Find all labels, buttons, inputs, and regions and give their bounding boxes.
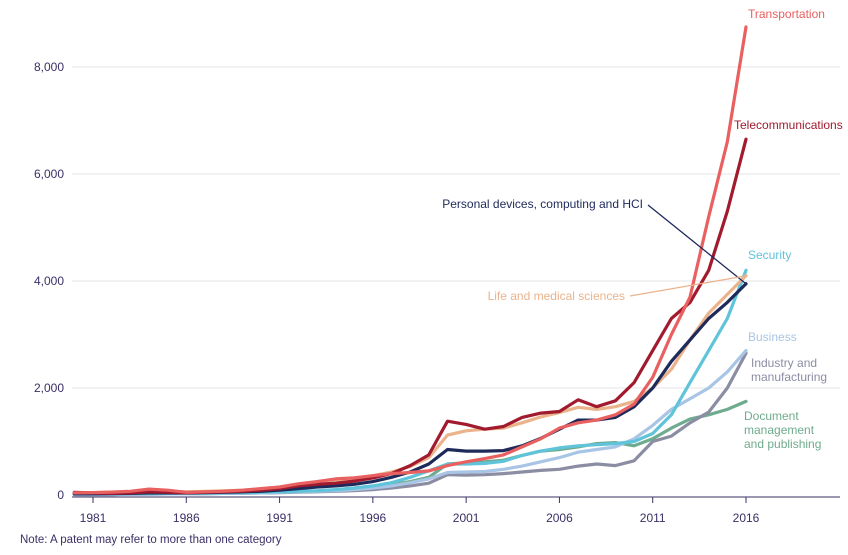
series-labels: Transportation Telecommunications Personal… bbox=[442, 7, 843, 451]
series-label-telecommunications: Telecommunications bbox=[734, 118, 843, 132]
y-gridlines bbox=[72, 66, 840, 389]
series-label-personal-devices-computing-and-hci: Personal devices, computing and HCI bbox=[442, 197, 643, 211]
x-tick-label: 1996 bbox=[360, 511, 387, 525]
series-line-transportation bbox=[72, 25, 748, 495]
series-label-line: management bbox=[744, 423, 815, 437]
series-label-security: Security bbox=[748, 248, 791, 262]
series-label-line: manufacturing bbox=[751, 370, 827, 384]
series-label-line: and publishing bbox=[744, 437, 821, 451]
series-label-line: Document bbox=[744, 409, 799, 423]
leader-line bbox=[647, 204, 746, 284]
x-axis: 1981 1986 1991 1996 2001 2006 2011 2016 bbox=[72, 496, 840, 525]
series-label-document-management-and-publishing: Document management and publishing bbox=[744, 409, 821, 451]
y-tick-label: 0 bbox=[57, 488, 64, 502]
series-line-security bbox=[72, 268, 748, 496]
x-tick-label: 1986 bbox=[173, 511, 200, 525]
x-tick-label: 2011 bbox=[640, 511, 666, 525]
series-lines bbox=[72, 25, 748, 497]
leader-line bbox=[629, 275, 746, 297]
series-label-line: Industry and bbox=[751, 356, 817, 370]
x-tick-label: 2006 bbox=[546, 511, 573, 525]
y-tick-label: 2,000 bbox=[34, 381, 64, 395]
label-leader-lines bbox=[629, 204, 746, 297]
y-tick-label: 4,000 bbox=[34, 274, 64, 288]
series-label-industry-and-manufacturing: Industry and manufacturing bbox=[751, 356, 827, 384]
x-tick-label: 1991 bbox=[266, 511, 293, 525]
x-tick-label: 1981 bbox=[80, 511, 107, 525]
y-axis: 0 2,000 4,000 6,000 8,000 bbox=[34, 60, 64, 502]
series-label-business: Business bbox=[748, 330, 797, 344]
y-tick-label: 6,000 bbox=[34, 167, 64, 181]
series-label-transportation: Transportation bbox=[748, 7, 825, 21]
series-label-life-and-medical-sciences: Life and medical sciences bbox=[488, 289, 625, 303]
x-tick-label: 2016 bbox=[733, 511, 760, 525]
chart-note: Note: A patent may refer to more than on… bbox=[20, 534, 282, 546]
x-tick-label: 2001 bbox=[453, 511, 480, 525]
series-line-life-and-medical-sciences bbox=[72, 274, 748, 495]
y-tick-label: 8,000 bbox=[34, 60, 64, 74]
